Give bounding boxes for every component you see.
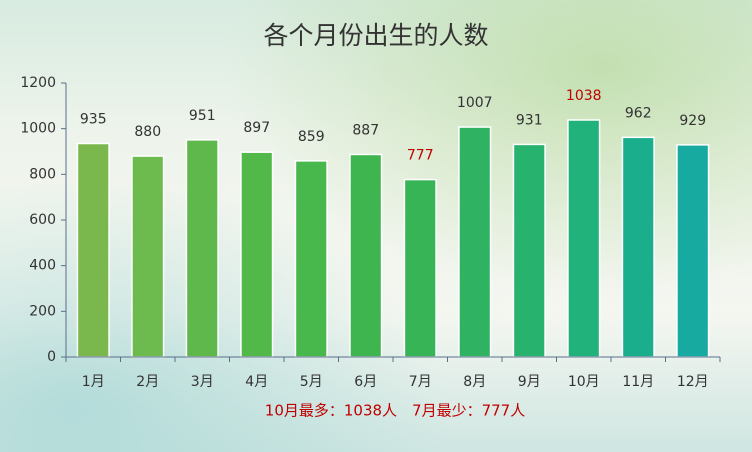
y-tick-label: 200	[29, 303, 56, 319]
x-tick-label: 1月	[82, 374, 105, 390]
data-label: 777	[407, 148, 434, 164]
data-label: 962	[625, 105, 652, 121]
bar	[185, 139, 219, 358]
x-tick-label: 3月	[191, 374, 214, 390]
bar	[512, 143, 546, 358]
bar	[240, 151, 274, 358]
data-label: 887	[352, 122, 379, 138]
x-tick-label: 6月	[354, 374, 377, 390]
data-label: 897	[243, 120, 270, 136]
bar	[621, 136, 655, 358]
y-tick-label: 800	[29, 166, 56, 182]
data-label: 859	[298, 129, 325, 145]
bar	[349, 153, 383, 358]
data-label: 1007	[457, 95, 493, 111]
x-tick-label: 10月	[568, 374, 600, 390]
x-tick-label: 7月	[409, 374, 432, 390]
x-tick-label: 2月	[136, 374, 159, 390]
y-tick-label: 600	[29, 212, 56, 228]
data-label: 935	[80, 112, 107, 128]
y-tick-label: 1200	[20, 75, 56, 91]
x-tick-label: 8月	[463, 374, 486, 390]
bar	[294, 160, 328, 358]
y-tick-label: 0	[47, 349, 56, 365]
bar	[458, 126, 492, 358]
x-tick-label: 4月	[245, 374, 268, 390]
data-label: 951	[189, 108, 216, 124]
y-tick-label: 400	[29, 258, 56, 274]
annotation: 10月最多：1038人 7月最少：777人	[265, 402, 525, 420]
bar	[131, 155, 165, 358]
data-label: 929	[679, 113, 706, 129]
x-tick-label: 9月	[518, 374, 541, 390]
data-label: 1038	[566, 88, 602, 104]
bar	[676, 144, 710, 358]
y-tick-label: 1000	[20, 121, 56, 137]
x-tick-label: 5月	[300, 374, 323, 390]
data-label: 931	[516, 112, 543, 128]
data-label: 880	[134, 124, 161, 140]
x-tick-label: 11月	[622, 374, 654, 390]
bar	[76, 142, 110, 358]
x-tick-label: 12月	[677, 374, 709, 390]
chart-title: 各个月份出生的人数	[263, 21, 488, 50]
bar	[403, 178, 437, 358]
bar	[567, 119, 601, 358]
